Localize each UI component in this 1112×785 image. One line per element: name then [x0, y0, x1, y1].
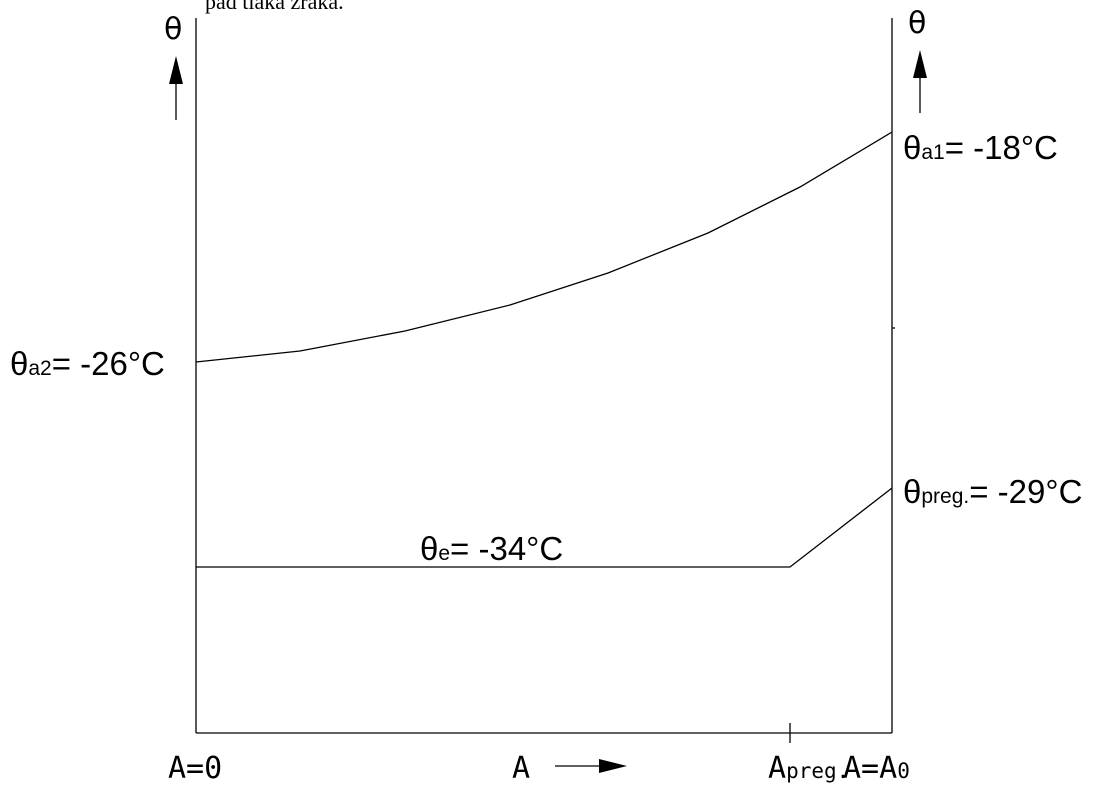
header-fragment: pad tlaka zraka.: [205, 0, 344, 14]
x-tick-end: A=A0: [843, 751, 910, 785]
refrigerant-temperature-line: [196, 487, 893, 568]
left-y-axis-symbol: θ: [164, 12, 182, 47]
x-tick-preg: Apreg.: [768, 751, 849, 785]
right-y-axis-symbol: θ: [908, 6, 926, 41]
right-up-arrow-icon: [913, 50, 927, 78]
x-tick-start: A=0: [168, 751, 222, 785]
x-axis-symbol: A: [512, 751, 530, 785]
superheat-label: θpreg.= -29°C: [903, 473, 1082, 510]
evaporation-label: θe= -34°C: [420, 530, 563, 567]
left-up-arrow-icon: [169, 56, 183, 84]
air-outlet-label: θa2= -26°C: [10, 345, 165, 382]
right-arrow-icon: [599, 759, 627, 773]
air-temperature-curve: [195, 131, 893, 363]
air-inlet-label: θa1= -18°C: [903, 129, 1058, 166]
